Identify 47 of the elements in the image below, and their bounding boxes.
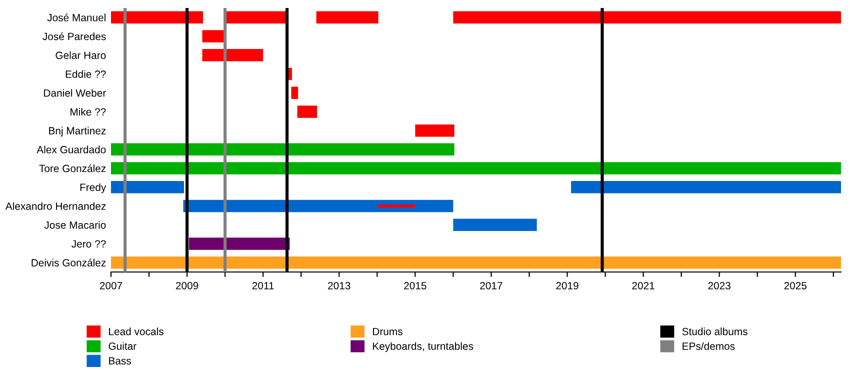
legend-label: Keyboards, turntables — [373, 342, 474, 352]
y-tick-label: Jose Macario — [44, 221, 106, 229]
bar — [111, 143, 454, 156]
x-tick-label: 2013 — [328, 282, 350, 290]
x-tick-label: 2011 — [252, 282, 274, 290]
legend-label: Bass — [109, 357, 132, 365]
bar — [415, 124, 454, 137]
y-tick-label: Deivis González — [32, 258, 106, 266]
y-tick-label: Tore González — [39, 164, 106, 172]
legend-label: EPs/demos — [682, 342, 735, 350]
y-tick-label: José Paredes — [42, 32, 106, 40]
x-tick-label: 2021 — [632, 282, 654, 290]
x-tick-label: 2025 — [784, 282, 807, 290]
y-tick-label: Jero ?? — [72, 240, 106, 248]
y-tick-label: José Manuel — [47, 14, 106, 22]
y-tick-label: Daniel Weber — [44, 89, 106, 97]
x-tick-label: 2007 — [100, 282, 122, 290]
bar — [453, 11, 841, 24]
y-tick-label: Alexandro Hernandez — [5, 202, 106, 210]
bar — [291, 86, 298, 99]
x-tick-label: 2015 — [404, 282, 426, 290]
x-tick-label: 2017 — [480, 282, 502, 290]
legend-label: Lead vocals — [109, 328, 164, 336]
bar — [571, 181, 841, 194]
y-tick-label: Gelar Haro — [56, 51, 106, 60]
bar — [316, 11, 378, 24]
bar — [453, 218, 537, 231]
bar — [188, 238, 290, 250]
bar — [111, 162, 841, 174]
legend-label: Studio albums — [682, 328, 748, 336]
bar — [377, 204, 416, 208]
bar — [183, 200, 454, 212]
y-tick-label: Eddie ?? — [66, 70, 106, 78]
y-tick-label: Bnj Martinez — [49, 126, 106, 137]
x-tick-label: 2023 — [708, 282, 730, 290]
x-tick-label: 2019 — [556, 282, 578, 290]
bar — [202, 49, 264, 62]
bar — [297, 106, 318, 118]
x-tick-label: 2009 — [176, 282, 198, 290]
bar — [111, 181, 184, 194]
bar — [111, 256, 841, 269]
legend-label: Guitar — [108, 342, 136, 350]
bar — [111, 11, 204, 24]
y-tick-label: Alex Guardado — [36, 146, 106, 154]
legend-label: Drums — [373, 328, 402, 336]
y-tick-label: Fredy — [80, 183, 106, 194]
y-tick-label: Mike ?? — [70, 108, 106, 116]
